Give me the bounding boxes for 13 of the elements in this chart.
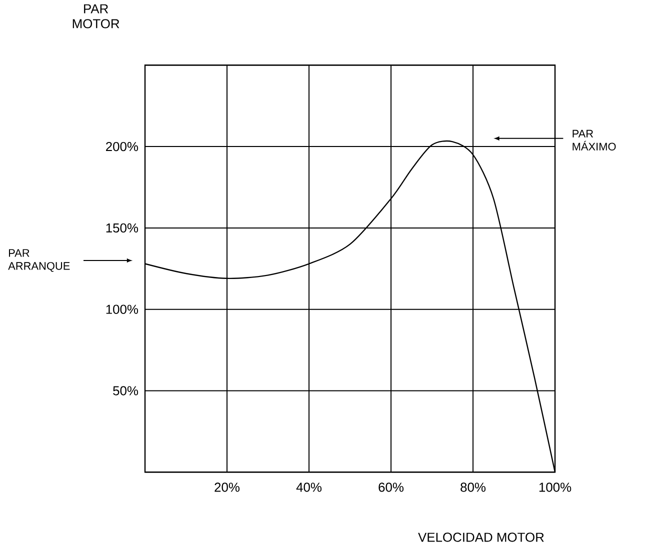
x-tick-label: 20% (214, 482, 240, 492)
y-tick-label: 50% (113, 386, 138, 396)
x-axis-title: VELOCIDAD MOTOR (418, 532, 544, 542)
x-tick-label: 80% (460, 482, 486, 492)
y-tick-label: 150% (106, 223, 138, 232)
x-tick-label: 60% (378, 482, 404, 492)
y-tick-label: 200% (106, 142, 138, 152)
x-tick-label: 100% (539, 482, 572, 492)
text: PAR MÁXIMO (572, 130, 616, 150)
y-tick-label: 100% (106, 304, 138, 314)
y-axis-title: PAR MOTOR (72, 4, 120, 28)
text: PAR ARRANQUE (8, 249, 70, 272)
x-tick-label: 40% (296, 482, 322, 492)
